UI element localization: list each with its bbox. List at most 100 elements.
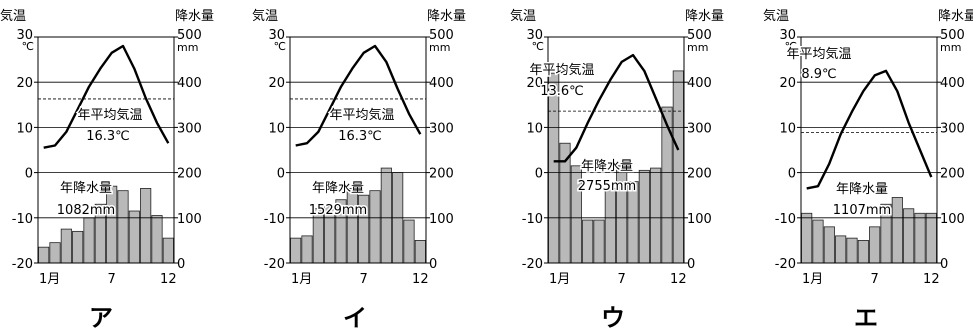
annual-precip-label: 年降水量	[312, 181, 364, 196]
precip-bar	[403, 219, 415, 264]
x-tick-label: 1月	[802, 272, 823, 287]
precip-bar	[846, 237, 858, 264]
temp-tick-label: 10	[779, 121, 796, 136]
temp-tick-label: 20	[779, 76, 796, 91]
precip-tick-label: 400	[177, 76, 202, 91]
annual-temp-value: 8.9℃	[801, 67, 836, 82]
temp-tick-label: -10	[522, 212, 543, 227]
precip-bar	[162, 237, 174, 264]
precip-bar	[346, 188, 358, 264]
temp-tick-label: 10	[526, 121, 543, 136]
precip-bar	[49, 242, 61, 264]
annual-temp-value: 16.3℃	[338, 129, 382, 144]
temperature-line	[806, 69, 933, 190]
precip-tick-label: 300	[687, 121, 712, 136]
precip-bar	[925, 212, 937, 264]
temp-tick-label: 0	[277, 167, 285, 182]
precip-tick-label: 400	[687, 76, 712, 91]
precip-unit-label: mm	[940, 41, 961, 54]
precip-bar	[548, 72, 560, 264]
temp-tick-label: 20	[526, 76, 543, 91]
precip-bar	[83, 217, 95, 264]
precip-tick-label: 0	[177, 257, 185, 272]
precip-bar	[151, 215, 163, 264]
precip-tick-label: 200	[429, 167, 454, 182]
precip-bar	[812, 219, 824, 264]
precip-bar	[891, 197, 903, 264]
x-tick-label: 12	[923, 272, 940, 287]
temp-tick-label: -20	[775, 257, 796, 272]
temp-tick-label: 10	[268, 121, 285, 136]
x-tick-label: 1月	[39, 272, 60, 287]
x-tick-label: 12	[412, 272, 429, 287]
annual-precip-value: 2755mm	[578, 179, 636, 194]
precip-tick-label: 100	[177, 212, 202, 227]
temp-tick-label: 0	[25, 167, 33, 182]
x-tick-label: 12	[670, 272, 687, 287]
precip-bar	[117, 190, 129, 264]
left-axis-title: 気温	[252, 8, 278, 24]
precip-tick-label: 400	[429, 76, 454, 91]
precip-tick-label: 0	[429, 257, 437, 272]
x-tick-label: 7	[108, 272, 116, 287]
precip-bar	[857, 239, 869, 264]
precip-bar	[369, 190, 381, 264]
panel-label: ア	[89, 304, 113, 332]
temp-tick-label: 30	[268, 28, 285, 43]
x-tick-label: 7	[360, 272, 368, 287]
right-axis-title: 降水量	[938, 9, 973, 24]
plot-frame	[800, 36, 938, 264]
temp-tick-label: 30	[526, 28, 543, 43]
precip-tick-label: 200	[940, 167, 965, 182]
precip-bar	[869, 226, 881, 264]
temperature-line	[295, 44, 422, 147]
temp-unit-label: ℃	[785, 40, 797, 53]
annual-precip-label: 年降水量	[60, 181, 112, 196]
temp-unit-label: ℃	[532, 40, 544, 53]
temp-unit-label: ℃	[22, 40, 34, 53]
precip-tick-label: 500	[940, 28, 965, 43]
annual-temp-label: 年平均気温	[329, 107, 394, 123]
annual-temp-label: 年平均気温	[77, 107, 142, 123]
right-axis-title: 降水量	[175, 9, 214, 24]
precip-tick-label: 200	[687, 167, 712, 182]
plot-frame	[547, 36, 685, 264]
temp-unit-label: ℃	[274, 40, 286, 53]
temp-tick-label: -20	[522, 257, 543, 272]
right-axis-title: 降水量	[427, 9, 466, 24]
precip-bar	[823, 226, 835, 264]
precip-tick-label: 500	[177, 28, 202, 43]
precip-bar	[414, 239, 426, 264]
temp-tick-label: 0	[535, 167, 543, 182]
temp-tick-label: -20	[12, 257, 33, 272]
temp-tick-label: 20	[268, 76, 285, 91]
precip-unit-label: mm	[687, 41, 708, 54]
left-axis-title: 気温	[763, 8, 789, 24]
precip-bar	[106, 185, 118, 264]
precip-bar	[835, 235, 847, 264]
annual-temp-label: 年平均気温	[529, 62, 594, 78]
temp-tick-label: 20	[16, 76, 33, 91]
x-tick-label: 12	[160, 272, 177, 287]
x-tick-label: 7	[871, 272, 879, 287]
precip-bar	[582, 219, 594, 264]
precip-bar	[593, 219, 605, 264]
right-axis-title: 降水量	[685, 9, 724, 24]
precip-tick-label: 300	[429, 121, 454, 136]
annual-temp-label: 年平均気温	[786, 46, 851, 62]
precip-bar	[290, 237, 302, 264]
precip-bar	[672, 70, 684, 264]
x-tick-label: 1月	[291, 272, 312, 287]
precip-bar	[650, 167, 662, 264]
panel-label: エ	[854, 304, 878, 332]
precip-bar	[38, 246, 50, 264]
precip-bar	[60, 228, 72, 264]
precip-bar	[638, 169, 650, 264]
temp-tick-label: -10	[12, 212, 33, 227]
precip-tick-label: 200	[177, 167, 202, 182]
plot-frame	[289, 36, 427, 264]
